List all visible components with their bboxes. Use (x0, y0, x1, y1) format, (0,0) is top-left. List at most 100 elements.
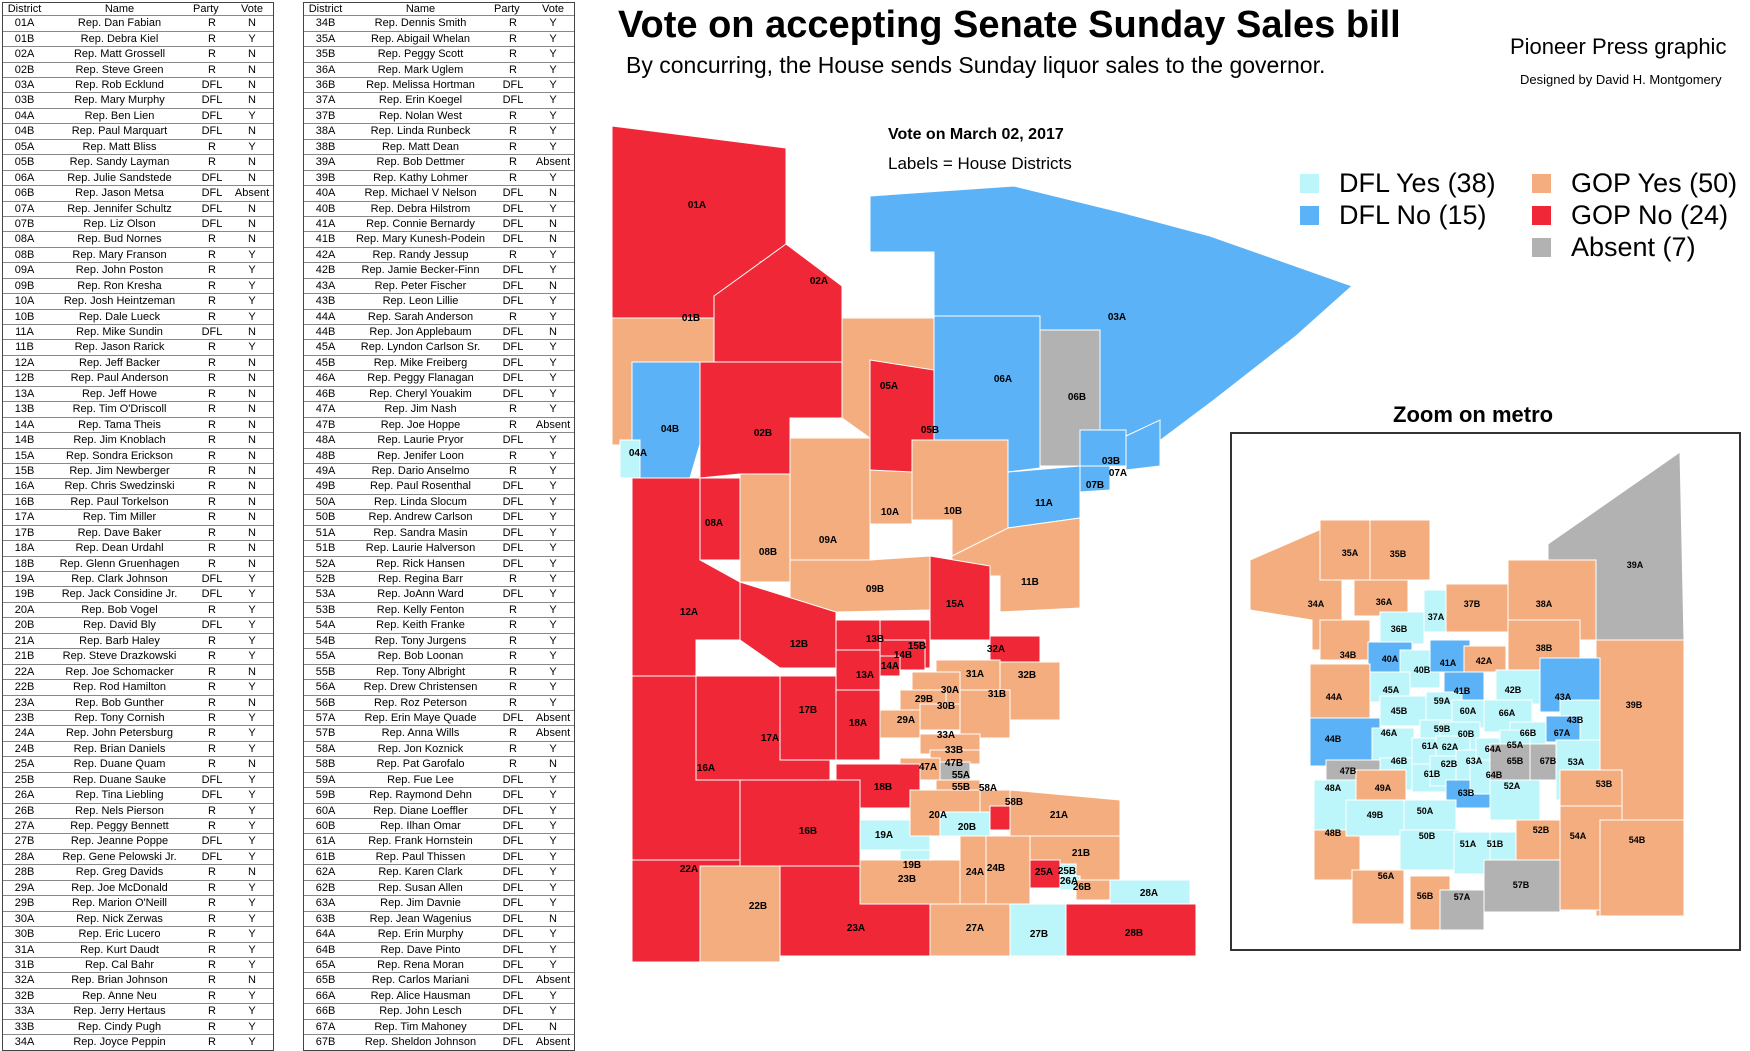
table-row: 13B Rep. Tim O'Driscoll R N (3, 401, 273, 416)
table-header: District Name Party Vote (3, 3, 273, 15)
legend-swatch (1300, 174, 1319, 193)
metro-district-label: 41B (1454, 686, 1471, 696)
cell-party: DFL (502, 511, 524, 524)
cell-name: Rep. Joyce Peppin (73, 1036, 166, 1049)
cell-vote: Y (549, 511, 557, 524)
cell-vote: N (248, 171, 256, 184)
cell-party: DFL (502, 341, 524, 354)
cell-party: R (208, 974, 216, 987)
metro-district-label: 46A (1381, 728, 1398, 738)
cell-vote: Y (549, 588, 557, 601)
cell-name: Rep. Melissa Hortman (366, 79, 475, 92)
cell-vote: Y (549, 480, 557, 493)
cell-district: 28B (14, 866, 35, 879)
cell-party: R (208, 820, 216, 833)
cell-district: 23B (14, 711, 35, 724)
table-row: 47B Rep. Joe Hoppe R Absent (304, 416, 574, 432)
legend-label: GOP No (24) (1571, 200, 1729, 230)
cell-name: Rep. Connie Bernardy (366, 217, 475, 230)
metro-district-label: 38B (1536, 643, 1553, 653)
cell-party: R (208, 341, 216, 354)
table-row: 34A Rep. Joyce Peppin R Y (3, 1034, 273, 1049)
cell-district: 66B (315, 1005, 336, 1018)
cell-district: 18B (14, 557, 35, 570)
cell-party: DFL (201, 850, 223, 863)
table-row: 65B Rep. Carlos Mariani DFL Absent (304, 972, 574, 987)
cell-name: Rep. Karen Clark (378, 866, 463, 879)
cell-district: 36B (315, 79, 336, 92)
cell-party: DFL (201, 94, 223, 107)
cell-vote: Y (549, 17, 557, 30)
cell-party: R (208, 881, 216, 894)
metro-district-57A (1439, 889, 1485, 931)
cell-name: Rep. Mary Murphy (74, 94, 165, 107)
cell-district: 22A (14, 665, 35, 678)
cell-district: 63B (315, 912, 336, 925)
table-row: 03B Rep. Mary Murphy DFL N (3, 92, 273, 107)
cell-vote: Y (549, 557, 557, 570)
cell-name: Rep. Anna Wills (381, 727, 460, 740)
cell-name: Rep. Peggy Scott (377, 48, 464, 61)
header-district: District (308, 3, 343, 15)
cell-vote: Y (248, 32, 256, 45)
cell-vote: Absent (535, 418, 571, 431)
district-label: 30B (937, 701, 955, 712)
cell-vote: Y (248, 881, 256, 894)
cell-vote: Y (248, 588, 256, 601)
cell-party: R (208, 434, 216, 447)
district-label: 06B (1068, 392, 1086, 403)
table-row: 09B Rep. Ron Kresha R Y (3, 277, 273, 293)
table-row: 57A Rep. Erin Maye Quade DFL Absent (304, 709, 574, 725)
cell-vote: Y (549, 171, 557, 184)
cell-vote: N (248, 156, 256, 169)
cell-district: 09A (14, 264, 35, 277)
metro-district-label: 56A (1378, 871, 1395, 881)
cell-name: Rep. Susan Allen (378, 881, 463, 894)
district-label: 31B (988, 689, 1006, 700)
cell-vote: Absent (535, 156, 571, 169)
table-row: 48B Rep. Jenifer Loon R Y (304, 447, 574, 463)
table-row: 12A Rep. Jeff Backer R N (3, 354, 273, 370)
cell-district: 61A (315, 835, 336, 848)
cell-party: R (509, 140, 517, 153)
metro-district-label: 49A (1375, 783, 1392, 793)
cell-party: DFL (201, 773, 223, 786)
header-name: Name (104, 3, 135, 15)
cell-name: Rep. Kurt Daudt (80, 943, 159, 956)
cell-vote: Absent (535, 727, 571, 740)
cell-vote: Y (549, 32, 557, 45)
cell-district: 32B (14, 989, 35, 1002)
cell-district: 22B (14, 681, 35, 694)
cell-district: 32A (14, 974, 35, 987)
header-party: Party (494, 3, 520, 15)
cell-vote: Y (248, 1005, 256, 1018)
cell-name: Rep. Steve Green (75, 63, 164, 76)
cell-party: R (509, 681, 517, 694)
cell-party: DFL (201, 202, 223, 215)
district-label: 30A (941, 685, 959, 696)
table-row: 08A Rep. Bud Nornes R N (3, 231, 273, 246)
table-row: 63B Rep. Jean Wagenius DFL N (304, 910, 574, 926)
district-label: 07A (1109, 468, 1127, 479)
cell-name: Rep. Peggy Bennett (70, 820, 169, 833)
table-row: 59B Rep. Raymond Dehn DFL Y (304, 787, 574, 802)
cell-name: Rep. John Petersburg (65, 727, 173, 740)
cell-district: 45A (315, 341, 336, 354)
district-label: 27B (1030, 929, 1048, 940)
cell-name: Rep. Mark Uglem (377, 63, 464, 76)
metro-district-label: 40A (1382, 654, 1399, 664)
district-09B (789, 555, 931, 613)
cell-name: Rep. JoAnn Ward (377, 588, 464, 601)
cell-name: Rep. Carlos Mariani (371, 974, 470, 987)
cell-district: 41B (315, 233, 336, 246)
cell-name: Rep. Tim O'Driscoll (72, 403, 167, 416)
cell-vote: Y (248, 264, 256, 277)
cell-party: DFL (502, 974, 524, 987)
district-04B (631, 361, 701, 479)
cell-vote: Y (549, 48, 557, 61)
table-row: 19A Rep. Clark Johnson DFL Y (3, 571, 273, 586)
cell-name: Rep. Bob Vogel (81, 603, 158, 616)
cell-name: Rep. Josh Heintzeman (63, 295, 176, 308)
table-row: 42B Rep. Jamie Becker-Finn DFL Y (304, 262, 574, 277)
cell-name: Rep. Jason Metsa (75, 187, 164, 200)
